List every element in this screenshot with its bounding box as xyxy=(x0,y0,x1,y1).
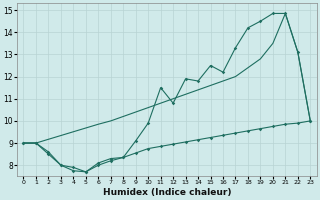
X-axis label: Humidex (Indice chaleur): Humidex (Indice chaleur) xyxy=(103,188,231,197)
